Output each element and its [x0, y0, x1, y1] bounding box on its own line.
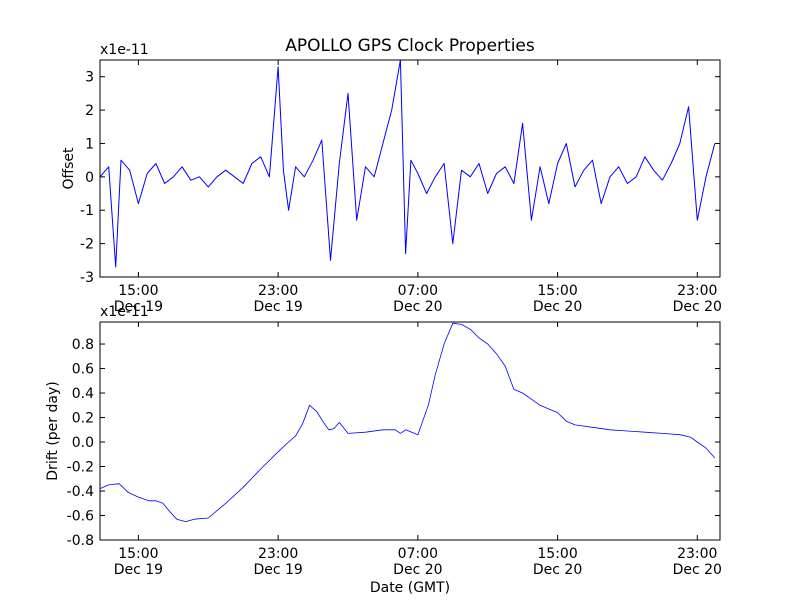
- offset-series: [99, 59, 716, 268]
- ytick-label: -0.4: [67, 484, 94, 500]
- xtick-label-time: 15:00: [118, 546, 158, 562]
- ytick-label: 2: [85, 103, 94, 119]
- drift-xlabel: Date (GMT): [370, 580, 450, 596]
- xtick-label-date: Dec 20: [393, 562, 442, 578]
- ytick-label: 0.4: [72, 386, 94, 402]
- drift-chart: x1e-11 -0.8 -0.6 -0.4 -0.2 0.0 0.2 0.4 0.6 0.8 1…: [45, 304, 722, 596]
- ytick-label: -2: [80, 237, 94, 253]
- ytick-label: -3: [80, 270, 94, 286]
- ytick-label: 0.8: [72, 337, 94, 353]
- xtick-label-date: Dec 19: [114, 562, 163, 578]
- offset-plot-frame: [99, 59, 721, 278]
- ytick-label: 3: [85, 70, 94, 86]
- xtick-label-date: Dec 20: [533, 299, 582, 315]
- ytick-label: 0: [85, 170, 94, 186]
- ytick-label: 0.6: [72, 362, 94, 378]
- xtick-label-date: Dec 20: [673, 562, 722, 578]
- xtick-label-date: Dec 20: [533, 562, 582, 578]
- series-line: [99, 322, 716, 522]
- xtick-label-date: Dec 19: [114, 299, 163, 315]
- chart-title: APOLLO GPS Clock Properties: [285, 36, 535, 56]
- xtick-label-time: 15:00: [118, 283, 158, 299]
- drift-exponent-label: x1e-11: [100, 304, 149, 320]
- xtick-label-time: 23:00: [677, 546, 717, 562]
- xtick-label-date: Dec 20: [393, 299, 442, 315]
- xtick-label-date: Dec 20: [673, 299, 722, 315]
- ytick-label: 0.0: [72, 435, 94, 451]
- drift-ylabel: Drift (per day): [45, 381, 61, 480]
- ytick-label: -0.2: [67, 460, 94, 476]
- ytick-label: -0.8: [67, 533, 94, 549]
- drift-yticks: -0.8 -0.6 -0.4 -0.2 0.0 0.2 0.4 0.6 0.8: [67, 337, 720, 549]
- ytick-label: -1: [80, 203, 94, 219]
- ytick-label: 0.2: [72, 411, 94, 427]
- xtick-label-date: Dec 19: [253, 562, 302, 578]
- xtick-label-time: 07:00: [398, 283, 438, 299]
- offset-exponent-label: x1e-11: [100, 42, 149, 58]
- xtick-label-time: 23:00: [258, 283, 298, 299]
- drift-series: [99, 322, 716, 522]
- xtick-label-time: 23:00: [258, 546, 298, 562]
- ytick-label: -0.6: [67, 509, 94, 525]
- xtick-label-time: 15:00: [537, 283, 577, 299]
- drift-plot-frame: [99, 321, 721, 541]
- xtick-label-time: 23:00: [677, 283, 717, 299]
- ytick-label: 1: [85, 136, 94, 152]
- xtick-label-time: 15:00: [537, 546, 577, 562]
- series-line: [99, 59, 716, 268]
- xtick-label-time: 07:00: [398, 546, 438, 562]
- offset-ylabel: Offset: [61, 147, 77, 190]
- offset-yticks: -3 -2 -1 0 1 2 3: [80, 70, 720, 286]
- xtick-label-date: Dec 19: [253, 299, 302, 315]
